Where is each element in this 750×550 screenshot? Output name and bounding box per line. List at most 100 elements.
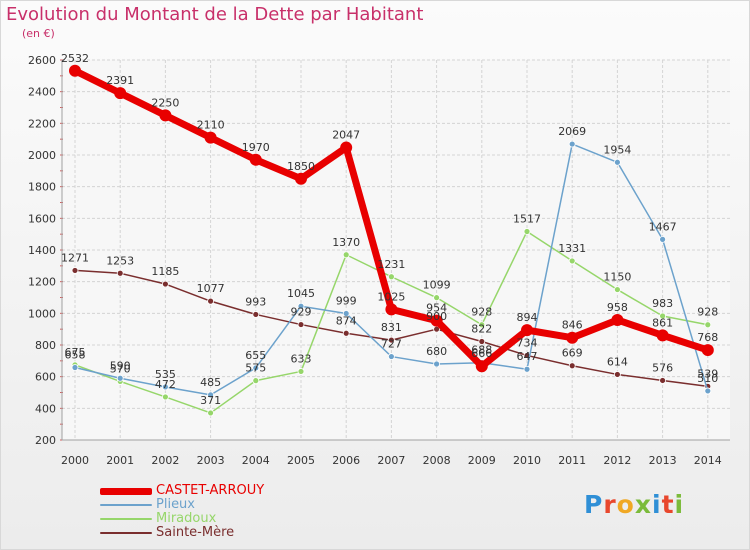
y-tick-label: 2200 bbox=[28, 117, 56, 130]
data-label: 1271 bbox=[61, 251, 89, 264]
data-point bbox=[159, 109, 172, 122]
data-label: 958 bbox=[607, 301, 628, 314]
data-point bbox=[252, 364, 260, 372]
y-tick-label: 1800 bbox=[28, 181, 56, 194]
data-label: 1099 bbox=[423, 279, 451, 292]
data-label: 1970 bbox=[242, 141, 270, 154]
data-label: 983 bbox=[652, 297, 673, 310]
data-point bbox=[433, 294, 441, 302]
y-tick-label: 800 bbox=[35, 339, 56, 352]
data-label: 894 bbox=[517, 311, 538, 324]
data-point bbox=[207, 409, 215, 417]
data-point bbox=[704, 387, 712, 395]
data-point bbox=[659, 377, 666, 384]
data-point bbox=[116, 269, 124, 277]
x-tick-label: 2014 bbox=[694, 454, 722, 467]
data-label: 614 bbox=[607, 355, 628, 368]
data-label: 1185 bbox=[151, 265, 179, 278]
data-label: 371 bbox=[200, 394, 221, 407]
data-point bbox=[614, 286, 621, 293]
data-point bbox=[433, 360, 441, 368]
data-point bbox=[249, 153, 262, 166]
data-label: 999 bbox=[336, 294, 357, 307]
y-tick-label: 400 bbox=[35, 402, 56, 415]
data-point bbox=[116, 374, 124, 382]
data-label: 675 bbox=[65, 346, 86, 359]
data-point bbox=[568, 140, 576, 148]
data-point bbox=[207, 297, 215, 305]
data-label: 861 bbox=[652, 316, 673, 329]
data-label: 768 bbox=[697, 331, 718, 344]
data-point bbox=[614, 371, 621, 378]
chart-unit-label: (en €) bbox=[22, 27, 55, 40]
data-point bbox=[342, 329, 350, 337]
data-label: 1025 bbox=[377, 290, 405, 303]
data-point bbox=[161, 383, 169, 391]
data-label: 1850 bbox=[287, 160, 315, 173]
data-label: 954 bbox=[426, 302, 447, 315]
data-label: 874 bbox=[336, 314, 357, 327]
legend-label: CASTET-ARROUY bbox=[156, 483, 265, 498]
data-point bbox=[204, 131, 217, 144]
data-label: 647 bbox=[517, 350, 538, 363]
data-label: 1150 bbox=[603, 271, 631, 284]
data-label: 2069 bbox=[558, 125, 586, 138]
data-point bbox=[568, 257, 576, 265]
data-point bbox=[114, 87, 127, 100]
legend-label: Miradoux bbox=[156, 511, 217, 526]
data-label: 2250 bbox=[151, 96, 179, 109]
data-point bbox=[704, 321, 712, 329]
x-tick-label: 2002 bbox=[151, 454, 179, 467]
data-point bbox=[342, 251, 350, 259]
data-point bbox=[71, 364, 79, 371]
data-label: 485 bbox=[200, 376, 221, 389]
legend-swatch bbox=[100, 532, 152, 534]
data-label: 669 bbox=[562, 347, 583, 360]
data-label: 1253 bbox=[106, 254, 134, 267]
x-tick-label: 2003 bbox=[197, 454, 225, 467]
data-label: 655 bbox=[245, 349, 266, 362]
data-label: 831 bbox=[381, 321, 402, 334]
data-label: 822 bbox=[471, 323, 492, 336]
proxiti-logo: Proxiti bbox=[584, 490, 685, 519]
x-tick-label: 2008 bbox=[423, 454, 451, 467]
legend-swatch bbox=[100, 518, 152, 520]
data-label: 929 bbox=[291, 306, 312, 319]
data-label: 688 bbox=[471, 344, 492, 357]
data-label: 734 bbox=[517, 336, 538, 349]
y-tick-label: 2000 bbox=[28, 149, 56, 162]
data-point bbox=[475, 360, 488, 373]
data-label: 1231 bbox=[377, 258, 405, 271]
data-point bbox=[659, 235, 666, 243]
data-label: 928 bbox=[697, 306, 718, 319]
y-tick-label: 2400 bbox=[28, 86, 56, 99]
y-tick-label: 2600 bbox=[28, 54, 56, 67]
data-label: 680 bbox=[426, 345, 447, 358]
x-tick-label: 2011 bbox=[558, 454, 586, 467]
data-label: 1954 bbox=[603, 143, 631, 156]
data-point bbox=[340, 141, 353, 154]
y-tick-label: 1600 bbox=[28, 212, 56, 225]
data-label: 658 bbox=[65, 348, 86, 361]
data-point bbox=[297, 321, 305, 328]
data-label: 2047 bbox=[332, 129, 360, 142]
x-tick-label: 2000 bbox=[61, 454, 89, 467]
x-tick-label: 2009 bbox=[468, 454, 496, 467]
data-label: 1045 bbox=[287, 287, 315, 300]
y-tick-label: 200 bbox=[35, 434, 56, 447]
data-label: 846 bbox=[562, 319, 583, 332]
data-label: 472 bbox=[155, 378, 176, 391]
data-label: 590 bbox=[110, 359, 131, 372]
data-point bbox=[611, 313, 624, 326]
legend-label: Plieux bbox=[156, 497, 195, 512]
data-label: 666 bbox=[471, 347, 492, 360]
data-point bbox=[523, 365, 531, 373]
data-point bbox=[297, 302, 305, 310]
y-tick-label: 1400 bbox=[28, 244, 56, 257]
y-tick-label: 600 bbox=[35, 371, 56, 384]
data-point bbox=[342, 310, 350, 317]
data-label: 633 bbox=[291, 352, 312, 365]
data-point bbox=[71, 267, 79, 274]
data-label: 1331 bbox=[558, 242, 586, 255]
